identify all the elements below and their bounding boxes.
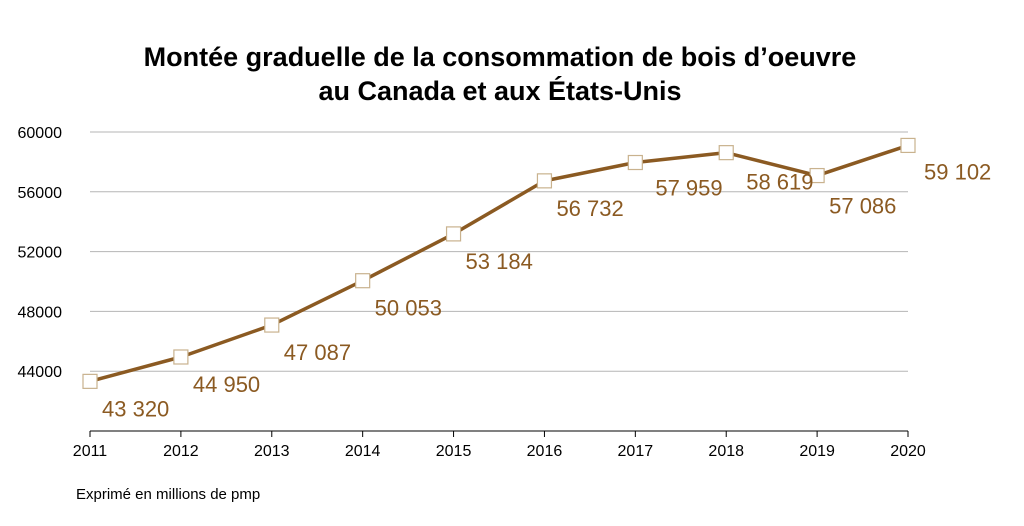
- data-label-2018: 58 619: [746, 170, 813, 195]
- data-point-2011: [82, 373, 98, 389]
- y-tick-label-52000: 52000: [18, 245, 63, 262]
- data-label-2016: 56 732: [556, 196, 623, 221]
- data-point-2013: [264, 317, 280, 333]
- x-tick-label-2011: 2011: [73, 443, 108, 460]
- chart-title: Montée graduelle de la consommation de b…: [0, 40, 1000, 108]
- x-tick-label-2017: 2017: [618, 443, 654, 460]
- x-tick-label-2019: 2019: [799, 443, 835, 460]
- x-tick-label-2016: 2016: [527, 443, 563, 460]
- y-tick-label-44000: 44000: [18, 364, 63, 381]
- data-label-2014: 50 053: [375, 296, 442, 321]
- x-tick-label-2020: 2020: [890, 443, 926, 460]
- chart-title-line-2: au Canada et aux États-Unis: [318, 76, 682, 106]
- data-point-2014: [355, 273, 371, 289]
- data-point-2015: [445, 226, 462, 242]
- markers: [82, 137, 916, 389]
- data-point-2018: [718, 145, 734, 161]
- chart-title-line-1: Montée graduelle de la consommation de b…: [143, 42, 857, 72]
- data-labels: 43 320 44 950 47 087 50 053 53 184 56 732 57 9…: [102, 159, 991, 421]
- axes: 44000 48000 52000 56000 60000 2011 2012 2013 201…: [18, 125, 926, 460]
- data-point-2020: [900, 137, 916, 154]
- x-tick-label-2014: 2014: [345, 443, 381, 460]
- series-line: [89, 143, 909, 384]
- y-tick-label-56000: 56000: [18, 185, 63, 202]
- x-tick-label-2012: 2012: [163, 443, 199, 460]
- series-line-layer: [89, 143, 909, 384]
- data-label-2015: 53 184: [466, 249, 533, 274]
- x-tick-label-2015: 2015: [436, 443, 472, 460]
- gridlines: [90, 131, 908, 372]
- data-label-2013: 47 087: [284, 340, 351, 365]
- y-tick-label-48000: 48000: [18, 304, 63, 321]
- data-point-2012: [173, 349, 189, 365]
- data-point-2016: [536, 173, 553, 189]
- x-tick-label-2018: 2018: [708, 443, 744, 460]
- data-label-2020: 59 102: [924, 159, 991, 184]
- y-tick-label-60000: 60000: [18, 125, 63, 142]
- data-label-2019: 57 086: [829, 194, 896, 219]
- data-point-2019: [809, 167, 825, 184]
- footnote: Exprimé en millions de pmp: [76, 486, 261, 503]
- data-point-2017: [627, 154, 643, 171]
- data-label-2011: 43 320: [102, 396, 169, 421]
- data-label-2017: 57 959: [655, 176, 722, 201]
- data-label-2012: 44 950: [193, 372, 260, 397]
- x-tick-label-2013: 2013: [254, 443, 290, 460]
